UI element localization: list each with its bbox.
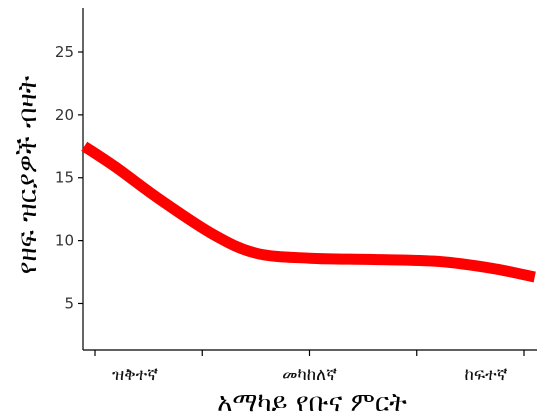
x-tick-label: መካከለኛ bbox=[282, 365, 337, 385]
y-tick-label: 25 bbox=[55, 43, 74, 61]
x-axis-ticks: ዝቅተኛ መካከለኛ ከፍተኛ bbox=[94, 350, 525, 385]
series-layer bbox=[81, 141, 536, 283]
x-tick-label: ከፍተኛ bbox=[465, 365, 508, 385]
y-tick-label: 15 bbox=[55, 169, 74, 187]
chart-axes bbox=[82, 8, 537, 351]
y-axis-ticks: 5 10 15 20 25 bbox=[55, 43, 83, 312]
x-axis-title: አማካይ የቡና ምርት bbox=[217, 388, 407, 417]
x-tick-label: ዝቅተኛ bbox=[112, 365, 158, 385]
series-line bbox=[81, 141, 536, 283]
y-tick-label: 5 bbox=[64, 294, 74, 312]
y-tick-label: 10 bbox=[55, 232, 74, 250]
y-axis-title: የዘፍ ዝርያዎች ብዛት bbox=[13, 75, 43, 274]
y-tick-label: 20 bbox=[55, 106, 74, 124]
